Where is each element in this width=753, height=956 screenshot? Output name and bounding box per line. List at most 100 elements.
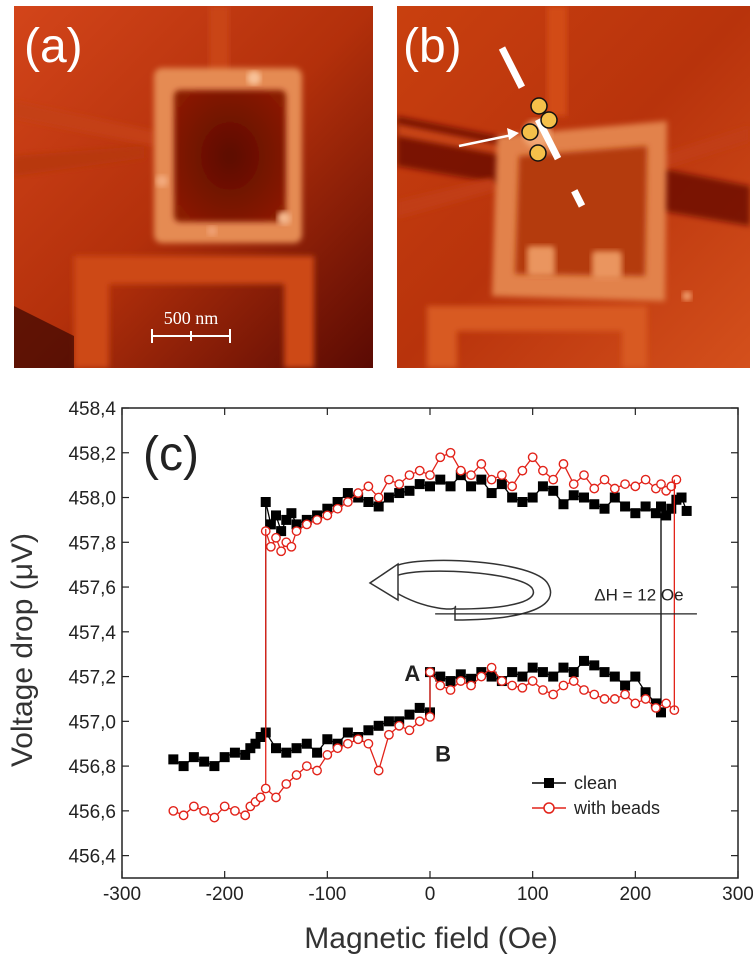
- data-point: [291, 743, 302, 754]
- data-point: [199, 805, 210, 816]
- data-point: [671, 494, 682, 505]
- data-point: [579, 470, 589, 481]
- y-axis-title: Voltage drop (μV): [6, 533, 39, 767]
- series-line-lower: [173, 666, 675, 819]
- data-point: [466, 470, 476, 481]
- y-tick-label: 457,8: [68, 533, 116, 554]
- data-point: [538, 685, 548, 695]
- data-point: [486, 474, 497, 485]
- data-point: [271, 743, 281, 754]
- data-point: [322, 510, 333, 521]
- data-point: [383, 492, 394, 503]
- data-point: [353, 488, 364, 498]
- data-point: [455, 669, 466, 680]
- hysteresis-chart: -300 -200 -100 0 100 200 300 456,4 456,6 456,8 457…: [6, 399, 753, 955]
- data-point: [517, 465, 528, 476]
- data-point: [630, 508, 641, 519]
- data-point: [332, 503, 343, 514]
- data-point: [281, 747, 292, 758]
- data-point: [414, 716, 425, 727]
- data-point: [640, 501, 651, 512]
- data-point: [466, 680, 476, 691]
- data-point: [425, 470, 435, 481]
- data-point: [363, 738, 374, 749]
- y-tick-label: 457,2: [68, 668, 116, 689]
- data-point: [548, 671, 559, 682]
- data-point: [650, 508, 661, 519]
- data-point: [609, 483, 620, 494]
- data-point: [229, 747, 240, 758]
- x-tick-label: 100: [517, 884, 549, 905]
- data-point: [630, 698, 641, 709]
- data-point: [425, 711, 435, 722]
- data-point: [609, 671, 620, 682]
- bead-marker: [530, 97, 548, 115]
- data-point: [656, 479, 666, 489]
- data-point: [178, 761, 189, 772]
- beads: [521, 97, 558, 162]
- branch-b-label: B: [435, 742, 451, 767]
- data-point: [342, 738, 353, 749]
- scale-bar: 500 nm: [151, 308, 231, 343]
- data-point: [579, 492, 589, 503]
- data-point: [656, 707, 666, 718]
- data-point: [589, 660, 600, 671]
- data-point: [527, 676, 538, 686]
- panel-b-label: (b): [403, 20, 462, 73]
- data-point: [209, 761, 220, 772]
- data-point: [548, 689, 559, 700]
- data-point: [507, 481, 518, 492]
- data-point: [353, 734, 364, 745]
- data-point: [219, 801, 230, 812]
- data-point: [517, 497, 528, 507]
- data-point: [312, 765, 322, 776]
- data-point: [219, 752, 230, 763]
- data-point: [666, 503, 677, 514]
- x-tick-label: -100: [308, 884, 346, 905]
- data-point: [537, 667, 548, 678]
- y-tick-label: 456,8: [68, 757, 116, 778]
- data-point: [209, 812, 220, 823]
- data-point: [558, 459, 569, 469]
- data-point: [271, 792, 281, 803]
- x-tick-label: 300: [722, 884, 753, 905]
- data-point: [271, 532, 281, 543]
- data-point: [476, 459, 487, 469]
- data-point: [445, 685, 456, 695]
- data-point: [620, 689, 630, 700]
- data-point: [568, 676, 579, 686]
- data-point: [538, 465, 548, 476]
- data-point: [265, 519, 276, 530]
- data-point: [589, 499, 600, 510]
- data-point: [445, 676, 456, 687]
- data-point: [476, 474, 487, 485]
- data-point: [281, 514, 292, 525]
- y-tick-label: 458,4: [68, 399, 116, 420]
- data-point: [620, 680, 631, 691]
- bead-marker: [521, 123, 539, 141]
- data-point: [435, 474, 446, 485]
- data-point: [548, 485, 559, 496]
- data-point: [640, 687, 651, 698]
- data-point: [455, 465, 466, 476]
- data-point: [558, 499, 569, 510]
- data-point: [455, 676, 466, 686]
- legend: clean with beads: [532, 773, 660, 818]
- data-point: [291, 770, 302, 780]
- data-point: [168, 805, 179, 816]
- data-point: [517, 682, 528, 693]
- data-point: [507, 492, 518, 503]
- cross-section-line: [498, 46, 586, 208]
- y-tick-label: 458,2: [68, 444, 116, 465]
- delta-h-label: ΔH = 12 Oe: [594, 585, 683, 604]
- data-point: [507, 680, 518, 691]
- data-point: [168, 754, 179, 765]
- data-point: [496, 479, 507, 490]
- data-point: [445, 447, 456, 458]
- data-point: [291, 526, 302, 536]
- data-point: [599, 694, 610, 704]
- bead-marker: [540, 111, 558, 129]
- branch-a-label: A: [404, 661, 420, 686]
- data-point: [548, 474, 559, 485]
- data-point: [240, 810, 251, 821]
